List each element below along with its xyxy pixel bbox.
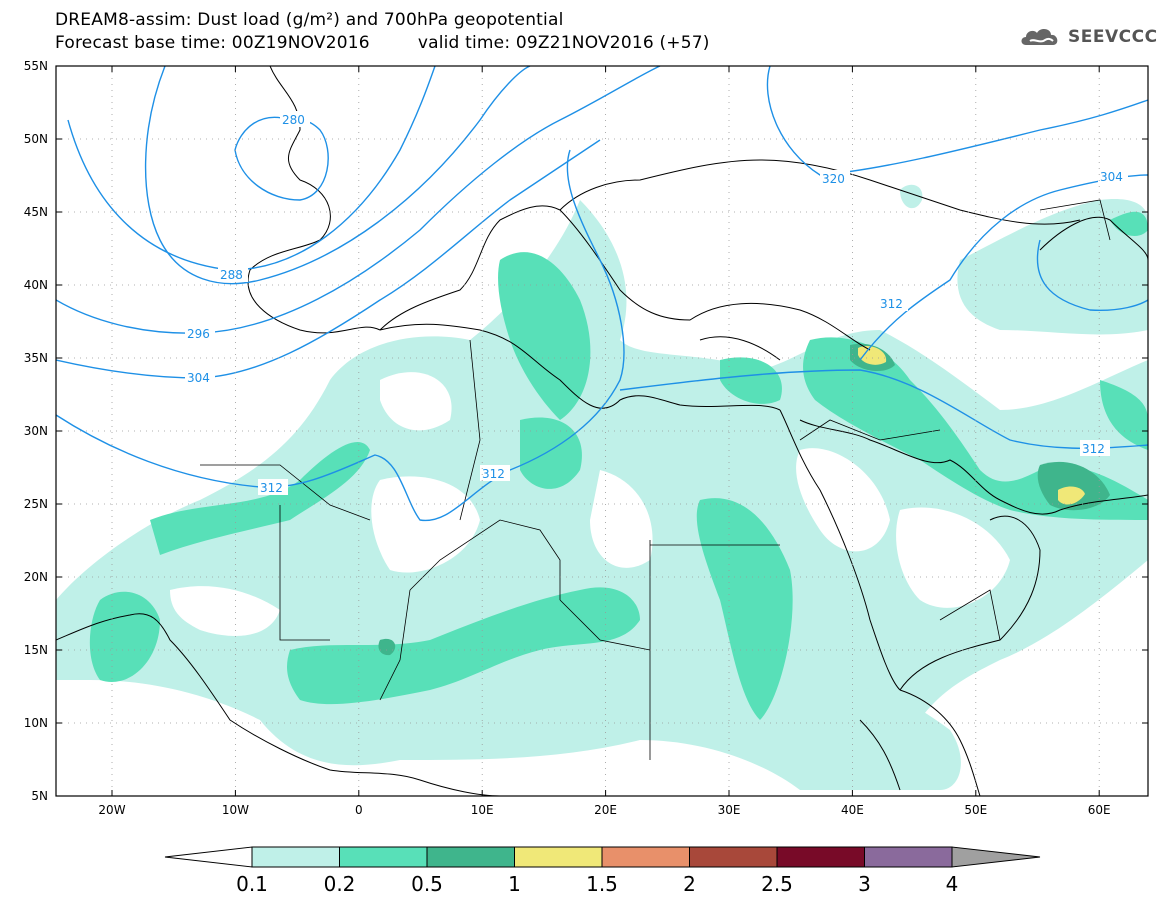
- colorbar-label: 2.5: [761, 872, 793, 896]
- contour-label: 296: [187, 327, 210, 341]
- contour-labels: 280 288 296 304 312 312 312 312 320 304: [185, 111, 1128, 495]
- lat-label: 15N: [24, 643, 48, 657]
- colorbar-label: 0.5: [411, 872, 443, 896]
- colorbar: [164, 846, 1041, 868]
- lat-label: 25N: [24, 497, 48, 511]
- graticule: [56, 66, 1148, 796]
- colorbar-label: 1.5: [586, 872, 618, 896]
- base-time: Forecast base time: 00Z19NOV2016: [55, 33, 370, 53]
- contour-label: 312: [880, 297, 903, 311]
- lat-label: 5N: [31, 789, 48, 803]
- colorbar-swatch: [426, 846, 515, 868]
- lon-label: 40E: [841, 803, 864, 817]
- colorbar-label: 0.2: [323, 872, 356, 896]
- colorbar-swatch: [251, 846, 340, 868]
- contour-label: 312: [260, 481, 283, 495]
- contour-label: 304: [187, 371, 210, 385]
- contour-label: 320: [822, 172, 845, 186]
- axis-ticks: [56, 65, 1148, 797]
- lon-label: 30E: [718, 803, 741, 817]
- lat-label: 30N: [24, 424, 48, 438]
- colorbar-swatch: [514, 846, 603, 868]
- contour-label: 288: [220, 268, 243, 282]
- lon-label: 50E: [964, 803, 987, 817]
- colorbar-left-arrow: [164, 846, 253, 868]
- colorbar-swatch: [776, 846, 865, 868]
- contour-label: 304: [1100, 170, 1123, 184]
- lon-label: 0: [355, 803, 363, 817]
- lat-label: 45N: [24, 205, 48, 219]
- lat-label: 20N: [24, 570, 48, 584]
- map-title: DREAM8-assim: Dust load (g/m²) and 700hP…: [55, 10, 564, 30]
- colorbar-swatch: [601, 846, 690, 868]
- colorbar-label: 2: [683, 872, 696, 896]
- contour-label: 312: [1082, 442, 1105, 456]
- colorbar-label: 4: [945, 872, 959, 896]
- colorbar-swatch: [689, 846, 778, 868]
- colorbar-label: 1: [508, 872, 521, 896]
- lat-label: 50N: [24, 132, 48, 146]
- contour-label: 280: [282, 113, 305, 127]
- forecast-times: Forecast base time: 00Z19NOV2016 valid ti…: [55, 33, 710, 53]
- lat-label: 55N: [24, 59, 48, 73]
- longitude-labels: 20W 10W 0 10E 20E 30E 40E 50E 60E: [98, 803, 1110, 817]
- lat-label: 35N: [24, 351, 48, 365]
- valid-time: valid time: 09Z21NOV2016 (+57): [417, 33, 710, 53]
- colorbar-swatch: [864, 846, 953, 868]
- colorbar-swatch: [339, 846, 428, 868]
- seevccc-logo: SEEVCCC: [1018, 25, 1158, 49]
- lon-label: 20E: [594, 803, 617, 817]
- colorbar-label: 0.1: [236, 872, 268, 896]
- lon-label: 10E: [471, 803, 494, 817]
- lon-label: 10W: [222, 803, 249, 817]
- lat-label: 40N: [24, 278, 48, 292]
- lon-label: 20W: [98, 803, 125, 817]
- colorbar-label: 3: [858, 872, 871, 896]
- coastlines: [56, 66, 1148, 796]
- latitude-labels: 55N 50N 45N 40N 35N 30N 25N 20N 15N 10N 5N: [24, 59, 48, 803]
- colorbar-right-arrow: [951, 846, 1041, 868]
- cloud-icon: [1021, 29, 1058, 45]
- contour-label: 312: [482, 467, 505, 481]
- lon-label: 60E: [1088, 803, 1111, 817]
- dust-shading: [56, 184, 1148, 790]
- lat-label: 10N: [24, 716, 48, 730]
